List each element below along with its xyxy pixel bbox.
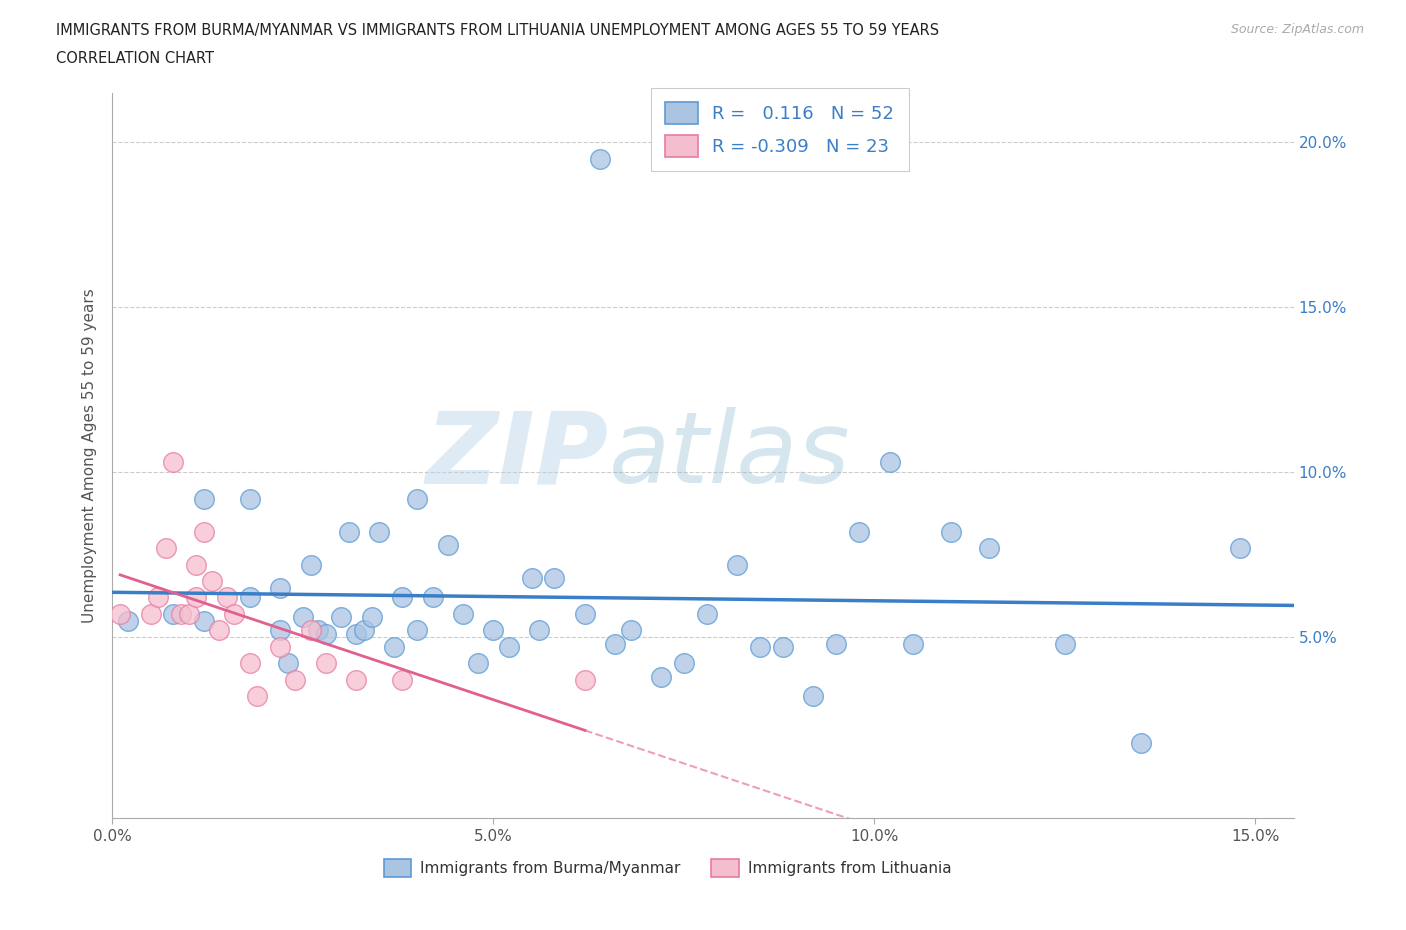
Point: [589, 152, 612, 166]
Point: [650, 670, 672, 684]
Text: IMMIGRANTS FROM BURMA/MYANMAR VS IMMIGRANTS FROM LITHUANIA UNEMPLOYMENT AMONG AG: IMMIGRANTS FROM BURMA/MYANMAR VS IMMIGRA…: [56, 23, 939, 38]
Point: [825, 636, 848, 651]
Point: [139, 606, 162, 621]
Point: [177, 606, 200, 621]
Point: [901, 636, 924, 651]
Point: [208, 623, 231, 638]
Point: [422, 590, 444, 604]
Point: [162, 455, 184, 470]
Point: [360, 610, 382, 625]
Legend: Immigrants from Burma/Myanmar, Immigrants from Lithuania: Immigrants from Burma/Myanmar, Immigrant…: [378, 853, 957, 884]
Point: [353, 623, 375, 638]
Text: CORRELATION CHART: CORRELATION CHART: [56, 51, 214, 66]
Point: [406, 623, 429, 638]
Point: [620, 623, 643, 638]
Point: [672, 656, 695, 671]
Point: [384, 640, 406, 655]
Point: [108, 606, 131, 621]
Point: [520, 570, 543, 585]
Point: [193, 613, 215, 628]
Point: [939, 525, 962, 539]
Point: [482, 623, 505, 638]
Point: [848, 525, 870, 539]
Point: [467, 656, 489, 671]
Point: [696, 606, 718, 621]
Text: ZIP: ZIP: [426, 407, 609, 504]
Point: [186, 557, 208, 572]
Point: [406, 491, 429, 506]
Point: [391, 590, 413, 604]
Point: [315, 626, 337, 641]
Point: [391, 672, 413, 687]
Point: [1130, 735, 1153, 750]
Point: [574, 672, 596, 687]
Point: [1053, 636, 1076, 651]
Point: [246, 689, 269, 704]
Point: [977, 540, 1000, 555]
Point: [436, 538, 458, 552]
Point: [498, 640, 520, 655]
Point: [200, 574, 222, 589]
Point: [344, 672, 367, 687]
Point: [368, 525, 391, 539]
Point: [162, 606, 184, 621]
Point: [337, 525, 360, 539]
Point: [269, 623, 291, 638]
Point: [269, 580, 291, 595]
Point: [772, 640, 794, 655]
Point: [117, 613, 139, 628]
Point: [186, 590, 208, 604]
Point: [803, 689, 825, 704]
Text: Source: ZipAtlas.com: Source: ZipAtlas.com: [1230, 23, 1364, 36]
Text: atlas: atlas: [609, 407, 851, 504]
Point: [239, 656, 262, 671]
Point: [239, 590, 262, 604]
Point: [299, 557, 322, 572]
Point: [527, 623, 550, 638]
Point: [291, 610, 314, 625]
Point: [574, 606, 596, 621]
Point: [193, 491, 215, 506]
Point: [299, 623, 322, 638]
Point: [543, 570, 565, 585]
Point: [307, 623, 329, 638]
Point: [1229, 540, 1251, 555]
Point: [224, 606, 246, 621]
Y-axis label: Unemployment Among Ages 55 to 59 years: Unemployment Among Ages 55 to 59 years: [82, 288, 97, 623]
Point: [330, 610, 353, 625]
Point: [605, 636, 627, 651]
Point: [451, 606, 474, 621]
Point: [749, 640, 772, 655]
Point: [269, 640, 291, 655]
Point: [879, 455, 901, 470]
Point: [239, 491, 262, 506]
Point: [277, 656, 299, 671]
Point: [148, 590, 170, 604]
Point: [344, 626, 367, 641]
Point: [315, 656, 337, 671]
Point: [284, 672, 307, 687]
Point: [725, 557, 748, 572]
Point: [155, 540, 177, 555]
Point: [215, 590, 238, 604]
Point: [193, 525, 215, 539]
Point: [170, 606, 193, 621]
